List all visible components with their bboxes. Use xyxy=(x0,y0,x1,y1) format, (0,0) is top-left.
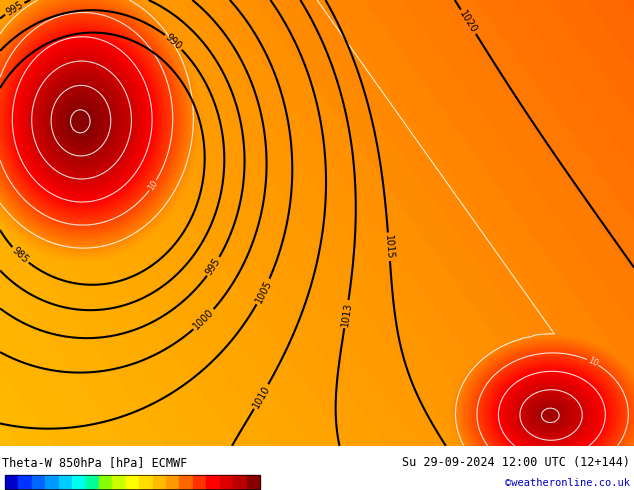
Bar xyxy=(233,475,247,489)
Text: 1000: 1000 xyxy=(191,307,216,332)
Bar xyxy=(59,475,72,489)
Text: 995: 995 xyxy=(4,0,25,18)
Text: 1013: 1013 xyxy=(340,301,353,327)
Bar xyxy=(45,475,59,489)
Bar xyxy=(126,475,139,489)
Bar xyxy=(18,475,32,489)
Text: 990: 990 xyxy=(164,32,184,52)
Bar xyxy=(247,475,260,489)
Bar xyxy=(72,475,86,489)
Bar xyxy=(166,475,179,489)
Bar xyxy=(86,475,99,489)
Bar xyxy=(5,475,18,489)
Text: 1005: 1005 xyxy=(254,278,273,305)
Text: 10: 10 xyxy=(586,356,599,368)
Text: 1015: 1015 xyxy=(383,234,395,259)
Bar xyxy=(153,475,166,489)
Bar xyxy=(99,475,112,489)
Text: 1020: 1020 xyxy=(458,9,479,35)
Text: Theta-W 850hPa [hPa] ECMWF: Theta-W 850hPa [hPa] ECMWF xyxy=(2,456,187,469)
Text: Su 29-09-2024 12:00 UTC (12+144): Su 29-09-2024 12:00 UTC (12+144) xyxy=(402,456,630,469)
Bar xyxy=(112,475,126,489)
Bar xyxy=(179,475,193,489)
Bar xyxy=(206,475,220,489)
Text: 985: 985 xyxy=(10,245,30,265)
Bar xyxy=(32,475,45,489)
Bar xyxy=(220,475,233,489)
Bar xyxy=(139,475,153,489)
Text: 1010: 1010 xyxy=(251,384,272,410)
Text: ©weatheronline.co.uk: ©weatheronline.co.uk xyxy=(505,478,630,488)
Text: 995: 995 xyxy=(204,256,223,277)
Text: 10: 10 xyxy=(146,178,160,192)
Bar xyxy=(193,475,206,489)
